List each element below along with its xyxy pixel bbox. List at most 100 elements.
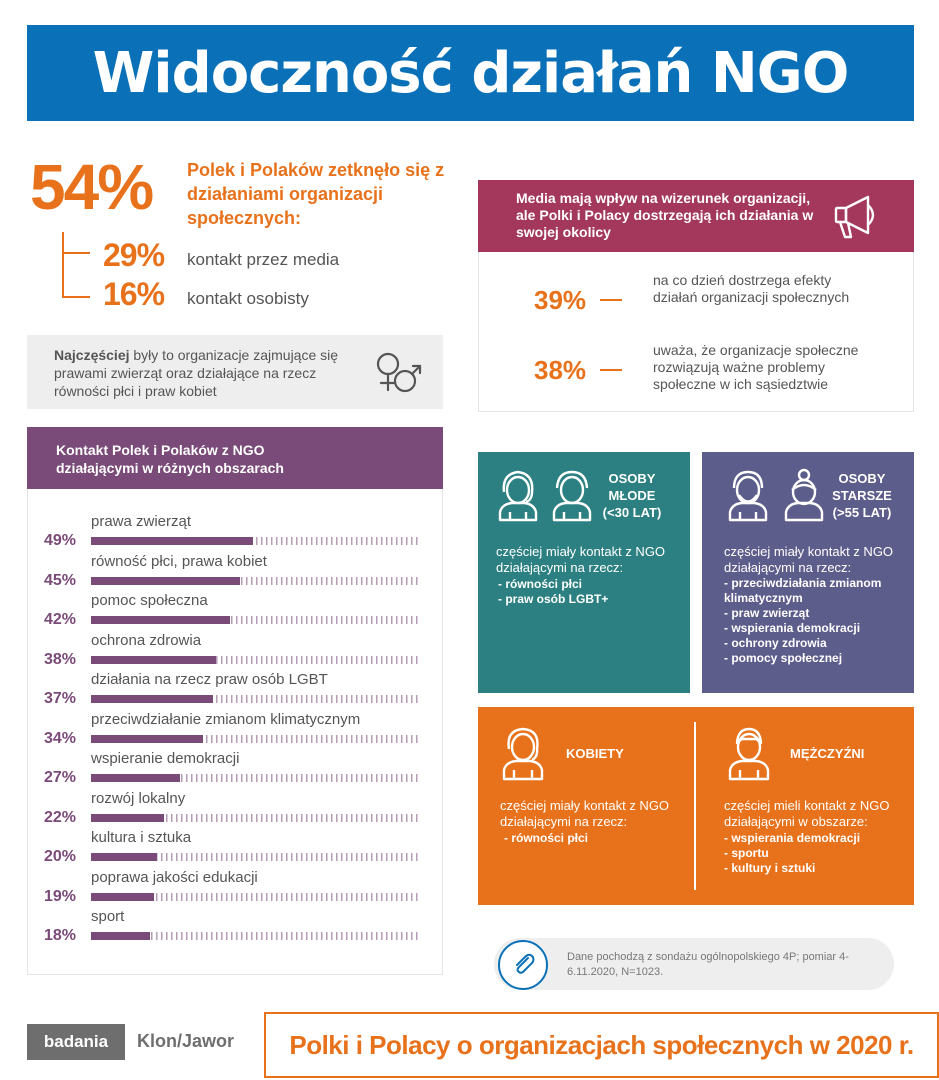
areas-heading-box <box>27 427 443 489</box>
area-row: równość płci, prawa kobiet 45% <box>0 553 939 593</box>
area-bar-track <box>91 655 421 664</box>
media-stats-panel <box>478 252 914 412</box>
list-item: - wspierania demokracji <box>724 621 861 635</box>
list-item: - praw zwierząt <box>724 606 810 620</box>
stat-dash <box>600 299 622 301</box>
list-item: - pomocy społecznej <box>724 651 843 665</box>
media-contact-label: kontakt przez media <box>187 250 340 269</box>
area-row: ochrona zdrowia 38% <box>0 632 939 672</box>
media-stat-text: na co dzień dostrzega efekty działań org… <box>653 272 850 305</box>
area-percent: 45% <box>44 571 77 589</box>
area-bar-track <box>91 932 421 940</box>
most-common-note-text: Najczęściej były to organizacje zajmując… <box>54 347 339 399</box>
most-common-note <box>27 335 443 409</box>
area-row: poprawa jakości edukacji 19% <box>0 869 939 909</box>
area-percent: 42% <box>44 611 77 628</box>
young-intro: częściej miały kontakt z NGO działającym… <box>496 544 666 575</box>
media-contact-percent: 29% <box>103 237 165 273</box>
personal-contact-percent: 16% <box>103 276 165 312</box>
area-percent: 18% <box>44 927 77 944</box>
contact-tree-lines <box>62 232 90 298</box>
media-stat-percent: 39% <box>534 285 587 315</box>
older-title: OSOBY STARSZE (>55 LAT) <box>832 471 892 520</box>
area-label: sport <box>91 908 125 925</box>
woman-icon <box>502 727 544 781</box>
area-bar <box>91 695 214 703</box>
area-row: przeciwdziałanie zmianom klimatycznym 34% <box>0 711 939 751</box>
young-list: - równości płci - praw osób LGBT+ <box>498 577 678 607</box>
area-bar <box>91 892 154 901</box>
area-label: rozwój lokalny <box>91 789 186 807</box>
footer-title-box: Polki i Polacy o organizacjach społeczny… <box>264 1012 939 1078</box>
area-percent: 22% <box>44 808 77 826</box>
older-list: - przeciwdziałania zmianom klimatycznym … <box>724 576 909 666</box>
area-label: pomoc społeczna <box>91 592 208 609</box>
areas-title: Kontakt Polek i Polaków z NGO działający… <box>56 442 284 476</box>
source-pill <box>494 938 894 990</box>
women-intro: częściej miały kontakt z NGO działającym… <box>500 798 670 829</box>
total-contact-text: Polek i Polaków zetknęło się z działania… <box>187 160 445 228</box>
area-percent: 20% <box>44 848 77 865</box>
older-intro: częściej miały kontakt z NGO działającym… <box>724 544 894 575</box>
area-label: przeciwdziałanie zmianom klimatycznym <box>91 710 361 728</box>
older-people-icon <box>728 468 824 522</box>
area-percent: 37% <box>44 690 77 707</box>
media-heading-box <box>478 180 914 252</box>
area-bar <box>91 932 151 940</box>
area-bar <box>91 576 240 585</box>
media-stat-percent: 38% <box>534 355 587 385</box>
area-row: rozwój lokalny 22% <box>0 790 939 830</box>
older-people-box: OSOBY STARSZE (>55 LAT) częściej miały k… <box>702 452 914 693</box>
areas-panel <box>27 489 443 975</box>
area-percent: 27% <box>44 769 77 786</box>
man-icon <box>728 727 770 781</box>
area-percent: 38% <box>44 650 77 668</box>
women-list: - równości płci <box>504 831 684 846</box>
area-label: równość płci, prawa kobiet <box>91 552 267 570</box>
list-item: - przeciwdziałania zmianom klimatycznym <box>724 576 882 605</box>
area-bar-track <box>91 616 421 624</box>
area-percent: 19% <box>44 887 77 905</box>
area-row: pomoc społeczna 42% <box>0 592 939 632</box>
area-bar-track <box>91 813 421 822</box>
area-label: działania na rzecz praw osób LGBT <box>91 671 328 688</box>
men-title: MĘŻCZYŹNI <box>790 746 865 761</box>
list-item: - praw osób LGBT+ <box>498 592 609 606</box>
area-bar <box>91 734 204 743</box>
megaphone-icon <box>834 195 875 239</box>
list-item: - równości płci <box>498 577 583 591</box>
area-bar-track <box>91 892 421 901</box>
area-bar-track <box>91 853 421 861</box>
area-label: prawa zwierząt <box>91 513 192 530</box>
area-row: prawa zwierząt 49% <box>0 513 939 553</box>
area-bar <box>91 616 230 624</box>
gender-box: KOBIETY częściej miały kontakt z NGO dzi… <box>478 707 914 905</box>
brand-name: Klon/Jawor <box>137 1031 235 1051</box>
young-people-icon <box>498 470 592 522</box>
source-text: Dane pochodzą z sondażu ogólnopolskiego … <box>567 951 849 978</box>
men-list: - wspierania demokracji - sportu - kultu… <box>724 831 904 876</box>
gender-divider <box>694 722 696 890</box>
area-bar <box>91 853 157 861</box>
footer-title: Polki i Polacy o organizacjach społeczny… <box>289 1029 914 1060</box>
men-intro: częściej mieli kontakt z NGO działającym… <box>724 798 890 829</box>
area-bar <box>91 813 164 822</box>
area-label: poprawa jakości edukacji <box>91 868 258 886</box>
stat-dash <box>600 369 622 371</box>
area-bar-track <box>91 695 421 703</box>
area-bar-track <box>91 774 421 782</box>
area-bar <box>91 655 217 664</box>
area-label: ochrona zdrowia <box>91 631 202 649</box>
area-bar <box>91 537 253 545</box>
area-percent: 34% <box>44 729 77 747</box>
list-item: - równości płci <box>504 831 589 845</box>
page-title: Widoczność działań NGO <box>27 25 914 121</box>
area-row: sport 18% <box>0 908 939 948</box>
list-item: - sportu <box>724 846 769 860</box>
area-label: wspieranie demokracji <box>91 750 240 767</box>
area-percent: 49% <box>44 532 77 549</box>
paperclip-badge <box>498 940 548 990</box>
area-row: wspieranie demokracji 27% <box>0 750 939 790</box>
gender-symbols-icon <box>376 352 422 393</box>
young-people-box: OSOBY MŁODE (<30 LAT) częściej miały kon… <box>478 452 690 693</box>
